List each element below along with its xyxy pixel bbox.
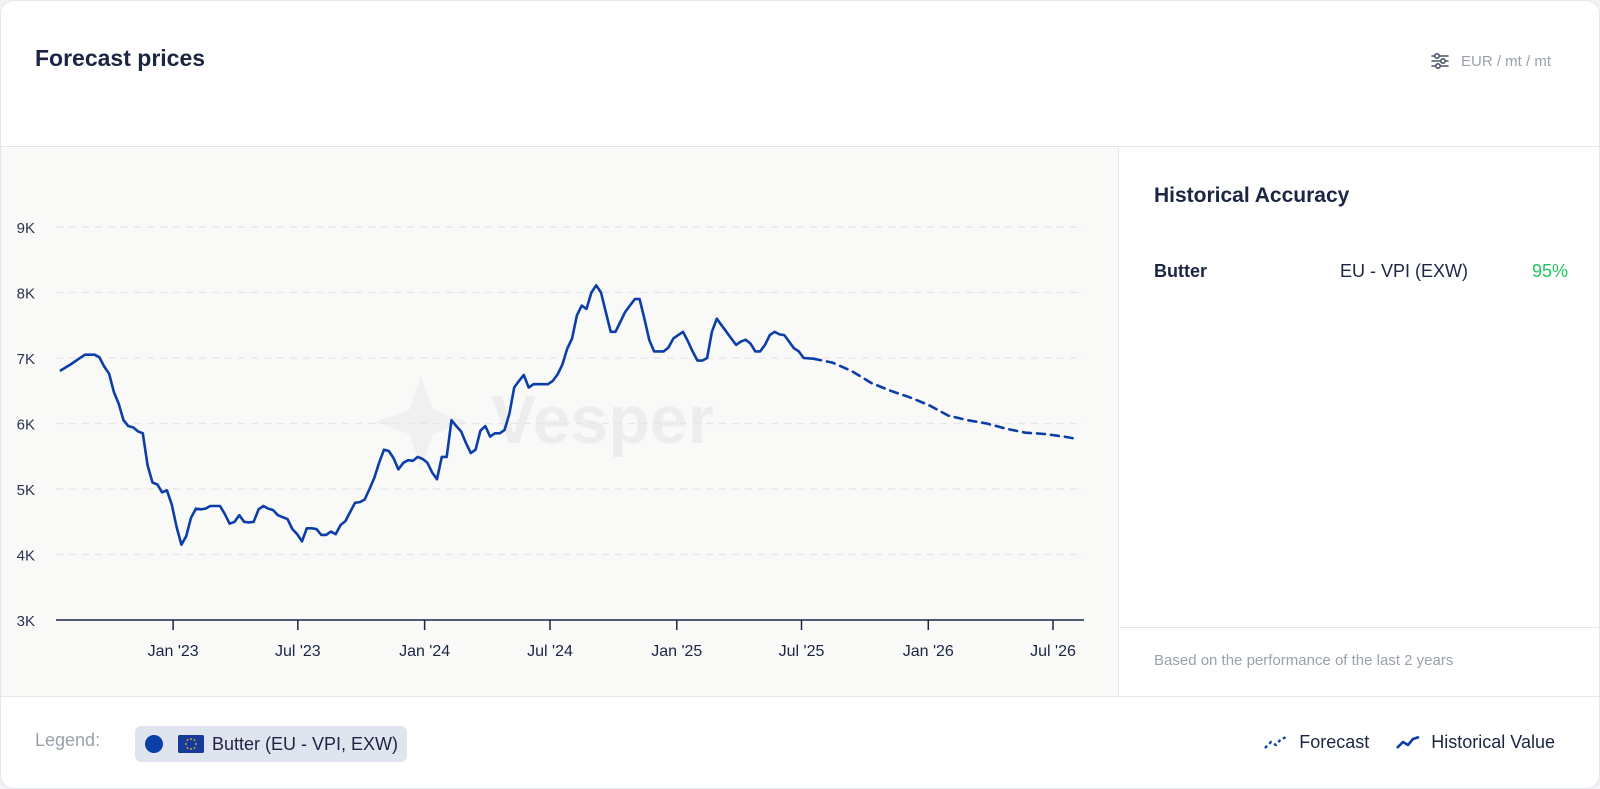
line-legend: Forecast Historical Value	[1263, 732, 1555, 753]
forecast-series-line	[811, 357, 1080, 441]
card-header: Forecast prices EUR / mt / mt	[1, 1, 1599, 147]
legend-chip-butter[interactable]: Butter (EU - VPI, EXW)	[135, 726, 407, 762]
watermark-text: Vesper	[491, 382, 714, 458]
accuracy-note: Based on the performance of the last 2 y…	[1154, 652, 1454, 669]
legend-bar: Legend: Butter (EU - VPI, EXW) Forecast	[1, 696, 1599, 788]
accuracy-source: EU - VPI (EXW)	[1340, 261, 1469, 281]
accuracy-title: Historical Accuracy	[1154, 184, 1350, 207]
legend-label: Legend:	[35, 730, 101, 750]
legend-chip-text[interactable]: Butter (EU - VPI, EXW)	[212, 733, 399, 754]
legend-forecast-label[interactable]: Forecast	[1299, 732, 1370, 752]
dashed-line-icon	[1264, 735, 1288, 749]
legend-historical-label[interactable]: Historical Value	[1431, 732, 1555, 752]
x-tick-label: Jul '23	[275, 643, 321, 660]
unit-label[interactable]: EUR / mt / mt	[1461, 52, 1551, 70]
accuracy-value: 95%	[1531, 261, 1568, 281]
accuracy-row: Butter EU - VPI (EXW) 95%	[1154, 261, 1568, 285]
accuracy-panel: Historical Accuracy Butter EU - VPI (EXW…	[1120, 148, 1599, 696]
sliders-icon[interactable]	[1429, 50, 1451, 72]
price-chart: Vesper 3K 4K 5K 6K 7K 8K 9K Jan '23 Jul '23 Jan …	[17, 220, 1084, 660]
chart-area: Vesper 3K 4K 5K 6K 7K 8K 9K Jan '23 Jul '23 Jan …	[1, 148, 1119, 696]
solid-line-icon	[1396, 735, 1420, 749]
y-tick-label: 8K	[17, 286, 35, 303]
y-tick-label: 6K	[17, 417, 35, 434]
x-tick-label: Jan '25	[651, 643, 702, 660]
historical-series-line	[59, 284, 815, 547]
legend-historical[interactable]: Historical Value	[1395, 732, 1555, 753]
y-tick-label: 5K	[17, 482, 35, 499]
unit-selector[interactable]: EUR / mt / mt	[1429, 50, 1551, 72]
legend-forecast[interactable]: Forecast	[1263, 732, 1369, 753]
vesper-watermark: Vesper	[375, 376, 714, 468]
series-color-dot	[145, 735, 163, 753]
x-tick-label: Jul '26	[1030, 643, 1076, 660]
accuracy-footer: Based on the performance of the last 2 y…	[1120, 627, 1599, 696]
x-tick-label: Jan '23	[148, 643, 199, 660]
vesper-logo-icon	[375, 376, 467, 468]
page-title: Forecast prices	[35, 45, 206, 71]
x-tick-label: Jul '24	[527, 643, 573, 660]
y-tick-label: 7K	[17, 351, 35, 368]
y-tick-label: 3K	[17, 613, 35, 630]
accuracy-product: Butter	[1154, 261, 1207, 281]
y-tick-label: 9K	[17, 220, 35, 237]
x-tick-label: Jan '24	[399, 643, 450, 660]
y-tick-label: 4K	[17, 548, 35, 565]
eu-flag-icon	[178, 735, 204, 753]
x-tick-label: Jul '25	[779, 643, 825, 660]
x-tick-label: Jan '26	[903, 643, 954, 660]
